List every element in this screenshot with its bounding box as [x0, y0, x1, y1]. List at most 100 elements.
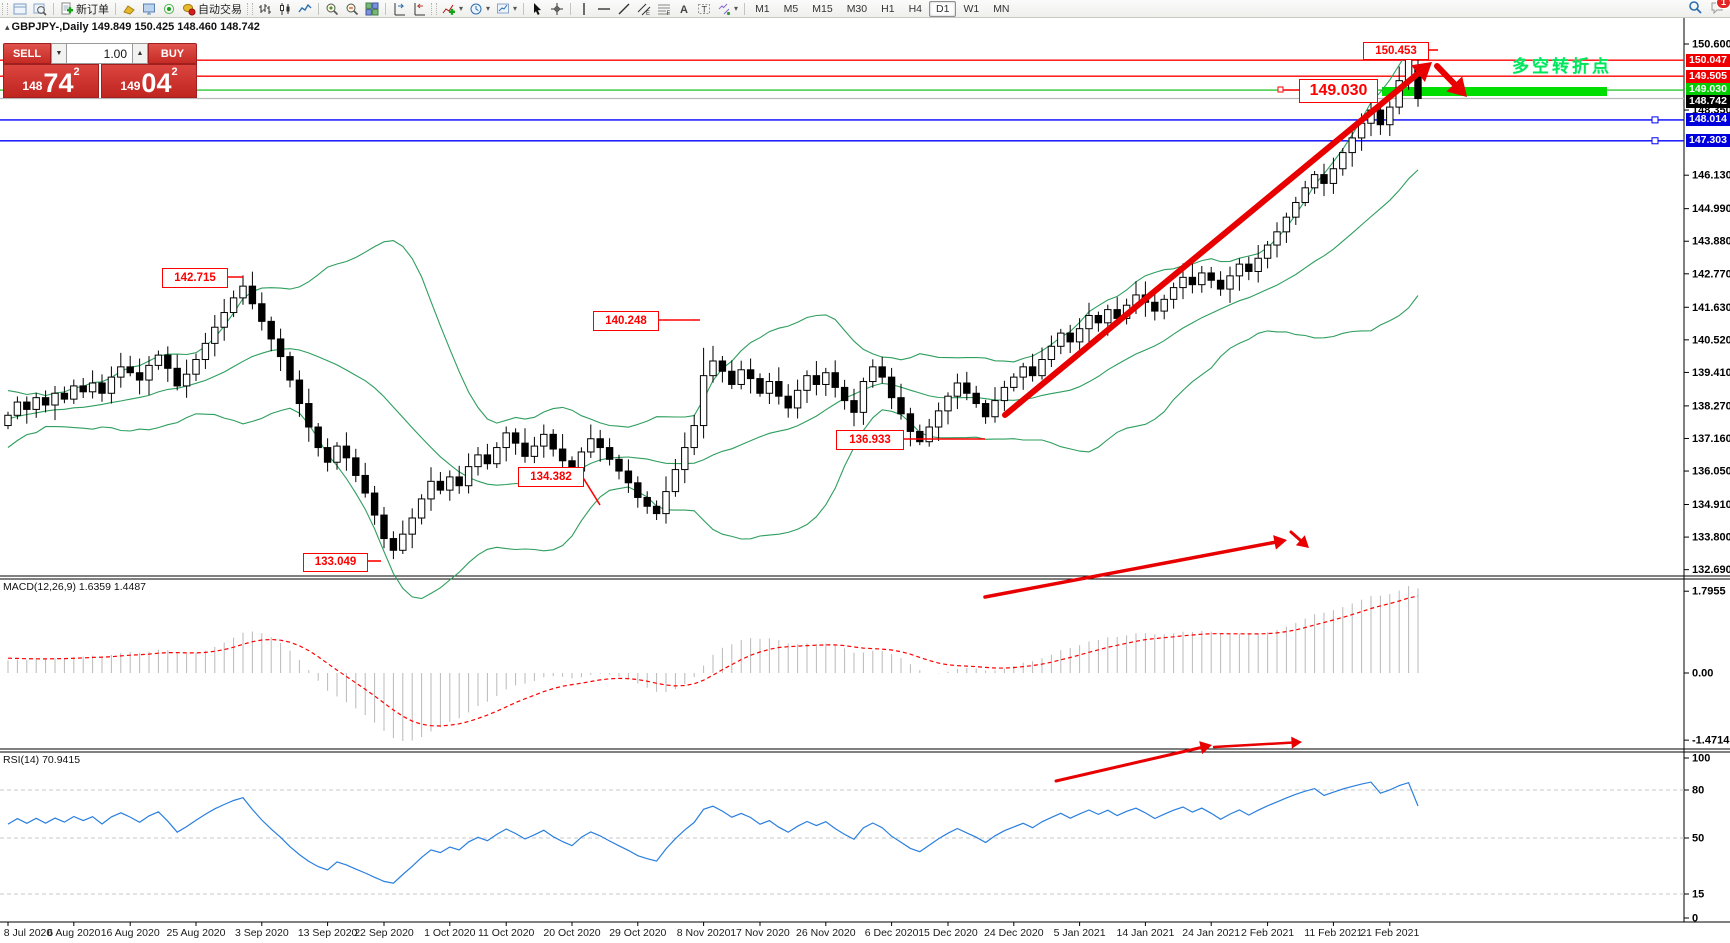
- fibonacci-button[interactable]: F: [654, 1, 674, 17]
- autotrade-icon: [182, 3, 196, 15]
- sell-price-pipette: 2: [73, 66, 80, 78]
- timeframe-H1[interactable]: H1: [881, 2, 895, 15]
- collapse-triangle-icon[interactable]: ▴: [5, 22, 10, 32]
- channel-button[interactable]: E: [634, 1, 654, 17]
- svg-text:138.270: 138.270: [1692, 400, 1730, 412]
- bar-chart-icon: [259, 3, 271, 14]
- price-label-box[interactable]: 149.030: [1299, 79, 1378, 103]
- new-order-button[interactable]: 新订单: [57, 1, 112, 17]
- svg-text:140.520: 140.520: [1692, 334, 1730, 346]
- toolbar-separator: [570, 2, 572, 15]
- price-label-box[interactable]: 150.453: [1363, 42, 1429, 60]
- svg-text:22 Sep 2020: 22 Sep 2020: [354, 927, 414, 939]
- price-axis-badge: 149.030: [1686, 82, 1730, 96]
- volume-decrease-button[interactable]: ▼: [51, 43, 67, 64]
- marketwatch-button[interactable]: [119, 1, 139, 17]
- crosshair-button[interactable]: [547, 1, 567, 17]
- templates-button[interactable]: ▾: [493, 1, 520, 17]
- arrange-b-button[interactable]: [409, 1, 429, 17]
- trendline-button[interactable]: [614, 1, 634, 17]
- svg-text:8 Nov 2020: 8 Nov 2020: [677, 927, 731, 939]
- cursor-icon: [534, 2, 542, 15]
- toolbar-separator: [53, 2, 54, 15]
- price-axis: 150.600148.350146.130144.990143.880142.7…: [1684, 39, 1730, 925]
- hline-button[interactable]: [594, 1, 614, 17]
- bollinger-layer: [7, 43, 1419, 600]
- timeframe-H4[interactable]: H4: [908, 2, 922, 15]
- svg-text:6 Aug 2020: 6 Aug 2020: [47, 927, 100, 939]
- symbol-header: ▴ GBPJPY-,Daily 149.849 150.425 148.460 1…: [5, 21, 260, 33]
- dropdown-caret-icon[interactable]: ▾: [734, 4, 739, 13]
- line-chart-icon: [298, 3, 312, 12]
- autotrade-button[interactable]: 自动交易: [179, 1, 245, 17]
- buy-price-button[interactable]: 149 04 2: [101, 64, 197, 98]
- svg-text:E: E: [646, 11, 650, 16]
- svg-text:11 Oct 2020: 11 Oct 2020: [478, 927, 535, 939]
- timeframe-M15[interactable]: M15: [812, 2, 833, 15]
- svg-text:T: T: [702, 4, 708, 14]
- svg-text:29 Oct 2020: 29 Oct 2020: [609, 927, 666, 939]
- volume-increase-button[interactable]: ▲: [132, 43, 148, 64]
- marketwatch-icon: [123, 4, 135, 15]
- buy-button[interactable]: BUY: [148, 43, 197, 64]
- dropdown-caret-icon[interactable]: ▾: [459, 4, 464, 13]
- periods-button[interactable]: ▾: [466, 1, 493, 17]
- autotrade-label: 自动交易: [198, 3, 242, 16]
- rsi-pane: [0, 781, 1684, 895]
- price-label-box[interactable]: 136.933: [836, 430, 904, 450]
- candle-chart-icon: [280, 2, 290, 15]
- shapes-button[interactable]: ▾: [714, 1, 741, 17]
- signals-button[interactable]: [159, 1, 179, 17]
- zoom-in-button[interactable]: [322, 1, 342, 17]
- timeframe-D1[interactable]: D1: [929, 0, 957, 17]
- search-button[interactable]: [1688, 0, 1702, 17]
- zoom-out-button[interactable]: [342, 1, 362, 17]
- svg-text:17 Nov 2020: 17 Nov 2020: [730, 927, 790, 939]
- indicators-button[interactable]: ▾: [439, 1, 466, 17]
- sell-button[interactable]: SELL: [3, 43, 51, 64]
- text-button[interactable]: A: [674, 1, 694, 17]
- svg-text:16 Aug 2020: 16 Aug 2020: [101, 927, 160, 939]
- data-window-icon: [143, 3, 155, 14]
- turning-point-annotation[interactable]: 多空转折点: [1512, 57, 1612, 76]
- label-button[interactable]: T: [694, 1, 714, 17]
- notifications-button[interactable]: 1: [1710, 0, 1730, 17]
- tile-windows-button[interactable]: [362, 1, 382, 17]
- price-label-box[interactable]: 133.049: [303, 553, 368, 572]
- cursor-button[interactable]: [527, 1, 547, 17]
- timeframe-M5[interactable]: M5: [783, 2, 799, 15]
- toolbar-separator: [318, 2, 319, 15]
- dropdown-caret-icon[interactable]: ▾: [513, 4, 518, 13]
- timeframe-M1[interactable]: M1: [755, 2, 770, 15]
- search-icon: [1689, 1, 1702, 14]
- bar-chart-button[interactable]: [255, 1, 275, 17]
- notification-badge: 1: [1715, 0, 1730, 9]
- candles-layer: [4, 48, 1422, 560]
- timeframe-M30[interactable]: M30: [846, 2, 868, 15]
- volume-input[interactable]: 1.00: [67, 43, 132, 64]
- vline-button[interactable]: [574, 1, 594, 17]
- zoom-window-button[interactable]: [30, 1, 50, 17]
- arrange-a-button[interactable]: [389, 1, 409, 17]
- timeframe-W1[interactable]: W1: [963, 2, 980, 15]
- signals-icon: [163, 3, 175, 14]
- price-label-box[interactable]: 134.382: [518, 467, 584, 487]
- sell-price-button[interactable]: 148 74 2: [3, 64, 99, 98]
- price-label-box[interactable]: 140.248: [593, 311, 659, 331]
- sell-price-main: 74: [43, 68, 74, 98]
- dropdown-caret-icon[interactable]: ▾: [486, 4, 491, 13]
- svg-text:20 Oct 2020: 20 Oct 2020: [543, 927, 600, 939]
- price-axis-badge: 149.505: [1686, 69, 1730, 83]
- svg-text:24 Jan 2021: 24 Jan 2021: [1182, 927, 1240, 939]
- data-window-button[interactable]: [139, 1, 159, 17]
- candle-chart-button[interactable]: [275, 1, 295, 17]
- line-chart-button[interactable]: [295, 1, 315, 17]
- svg-text:F: F: [667, 11, 671, 16]
- price-axis-badge: 148.014: [1686, 113, 1730, 127]
- price-label-box[interactable]: 142.715: [162, 268, 228, 288]
- chart-window-button[interactable]: [10, 1, 30, 17]
- svg-text:21 Feb 2021: 21 Feb 2021: [1360, 927, 1419, 939]
- timeframe-MN[interactable]: MN: [993, 2, 1010, 15]
